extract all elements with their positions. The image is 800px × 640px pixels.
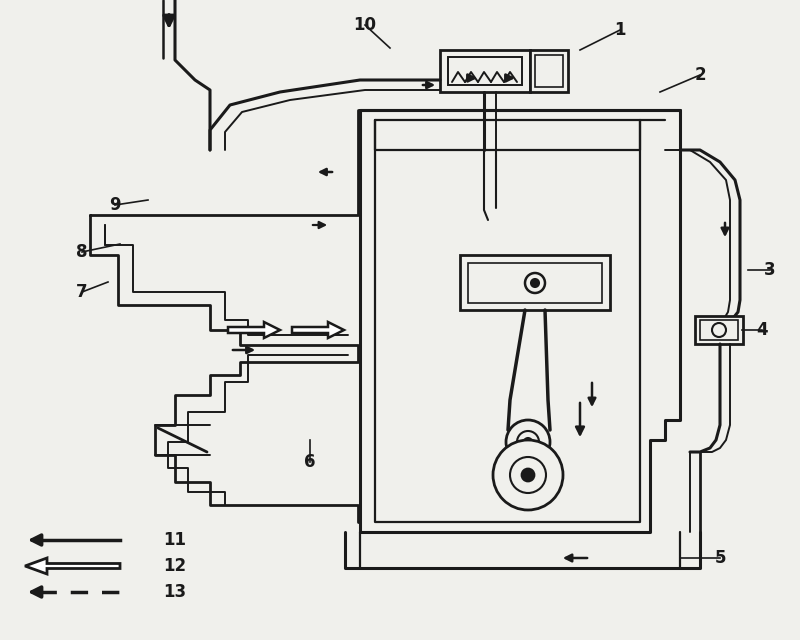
Circle shape bbox=[524, 438, 532, 446]
Text: 13: 13 bbox=[163, 583, 186, 601]
Bar bbox=[695, 316, 743, 344]
Bar bbox=[535, 55, 563, 87]
Circle shape bbox=[712, 323, 726, 337]
Bar bbox=[530, 50, 568, 92]
Text: 6: 6 bbox=[304, 453, 316, 471]
Circle shape bbox=[510, 457, 546, 493]
Bar bbox=[468, 263, 602, 303]
Circle shape bbox=[522, 469, 534, 481]
FancyArrow shape bbox=[292, 322, 344, 338]
Text: 7: 7 bbox=[76, 283, 88, 301]
Text: 1: 1 bbox=[614, 21, 626, 39]
Text: 3: 3 bbox=[764, 261, 776, 279]
FancyArrow shape bbox=[25, 558, 120, 574]
Text: 10: 10 bbox=[354, 16, 377, 34]
Text: 5: 5 bbox=[714, 549, 726, 567]
Circle shape bbox=[506, 420, 550, 464]
Bar bbox=[448, 57, 522, 85]
Bar bbox=[700, 320, 738, 340]
Text: 9: 9 bbox=[109, 196, 121, 214]
Bar bbox=[460, 255, 610, 310]
Text: 11: 11 bbox=[163, 531, 186, 549]
Circle shape bbox=[517, 431, 539, 453]
Text: 2: 2 bbox=[694, 66, 706, 84]
Circle shape bbox=[493, 440, 563, 510]
Bar bbox=[440, 50, 530, 92]
Circle shape bbox=[531, 279, 539, 287]
Circle shape bbox=[525, 273, 545, 293]
Text: 12: 12 bbox=[163, 557, 186, 575]
FancyArrow shape bbox=[228, 322, 280, 338]
Text: 4: 4 bbox=[756, 321, 768, 339]
Text: 8: 8 bbox=[76, 243, 88, 261]
